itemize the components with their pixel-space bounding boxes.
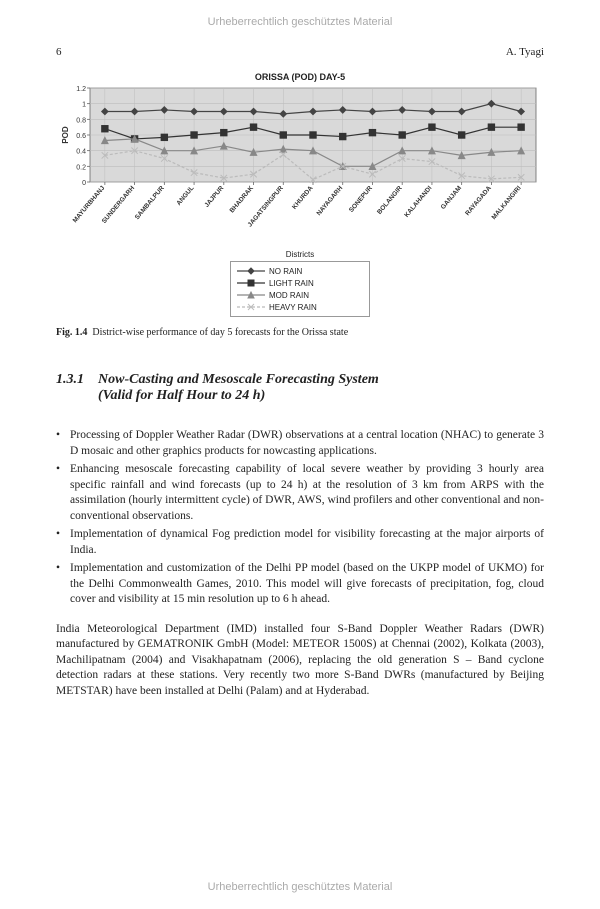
chart-svg: 00.20.40.60.811.2PODMAYURBHANJSUNDERGARH… [56,84,544,244]
section-title: Now-Casting and Mesoscale Forecasting Sy… [98,372,544,404]
svg-text:KALAHANDI: KALAHANDI [403,185,433,219]
legend-item: NO RAIN [237,265,363,277]
svg-text:NAYAGARH: NAYAGARH [316,185,345,218]
svg-text:SUNDERGARH: SUNDERGARH [101,185,137,225]
chart-title: ORISSA (POD) DAY-5 [56,72,544,82]
svg-text:BHADRAK: BHADRAK [229,185,256,215]
svg-text:KHURDA: KHURDA [291,185,315,211]
svg-text:GANJAM: GANJAM [440,185,463,211]
body-paragraph: India Meteorological Department (IMD) in… [56,622,544,700]
svg-text:POD: POD [61,126,70,144]
bullet-item: Enhancing mesoscale forecasting capabili… [56,462,544,524]
svg-text:0.6: 0.6 [76,133,86,140]
legend-swatch [237,290,265,300]
legend-item: HEAVY RAIN [237,301,363,313]
pod-chart: ORISSA (POD) DAY-5 0 0.2 0.4 0.6 0.8 1 1.2 POD M… [56,72,544,317]
figure-label: Fig. 1.4 [56,327,87,338]
section-title-line1: Now-Casting and Mesoscale Forecasting Sy… [98,372,379,387]
copyright-footer: Urheberrechtlich geschütztes Material [0,881,600,893]
section-number: 1.3.1 [56,372,84,404]
author-name: A. Tyagi [506,46,544,58]
bullet-item: Implementation of dynamical Fog predicti… [56,527,544,558]
page-header: 6 A. Tyagi [56,46,544,58]
legend-label: LIGHT RAIN [269,279,314,288]
svg-text:MALKANGIRI: MALKANGIRI [491,185,523,221]
legend-label: NO RAIN [269,267,302,276]
svg-text:SONEPUR: SONEPUR [348,185,374,214]
page-number: 6 [56,46,62,58]
bullet-item: Implementation and customization of the … [56,561,544,608]
svg-text:SAMBALPUR: SAMBALPUR [134,185,166,222]
bullet-item: Processing of Doppler Weather Radar (DWR… [56,428,544,459]
svg-text:0.4: 0.4 [76,149,86,156]
svg-text:0: 0 [82,180,86,187]
section-title-line2: (Valid for Half Hour to 24 h) [98,388,265,403]
section-heading: 1.3.1 Now-Casting and Mesoscale Forecast… [56,372,544,404]
svg-text:ANGUL: ANGUL [175,185,195,207]
figure-caption: Fig. 1.4 District-wise performance of da… [56,327,544,338]
svg-text:0.8: 0.8 [76,117,86,124]
legend-item: MOD RAIN [237,289,363,301]
svg-text:1.2: 1.2 [76,86,86,93]
legend-label: MOD RAIN [269,291,309,300]
svg-text:0.2: 0.2 [76,164,86,171]
legend-item: LIGHT RAIN [237,277,363,289]
legend-title: Districts [230,250,370,259]
bullet-list: Processing of Doppler Weather Radar (DWR… [56,428,544,608]
svg-text:JAJPUR: JAJPUR [203,185,225,209]
legend-swatch [237,266,265,276]
chart-legend: Districts NO RAIN LIGHT RAIN MOD RAIN HEAVY… [230,250,370,317]
svg-text:1: 1 [82,102,86,109]
legend-swatch [237,302,265,312]
svg-text:RAYAGADA: RAYAGADA [464,185,493,218]
copyright-header: Urheberrechtlich geschütztes Material [0,16,600,28]
svg-text:BOLANGIR: BOLANGIR [376,185,404,216]
figure-text: District-wise performance of day 5 forec… [92,327,348,338]
legend-swatch [237,278,265,288]
legend-label: HEAVY RAIN [269,303,317,312]
